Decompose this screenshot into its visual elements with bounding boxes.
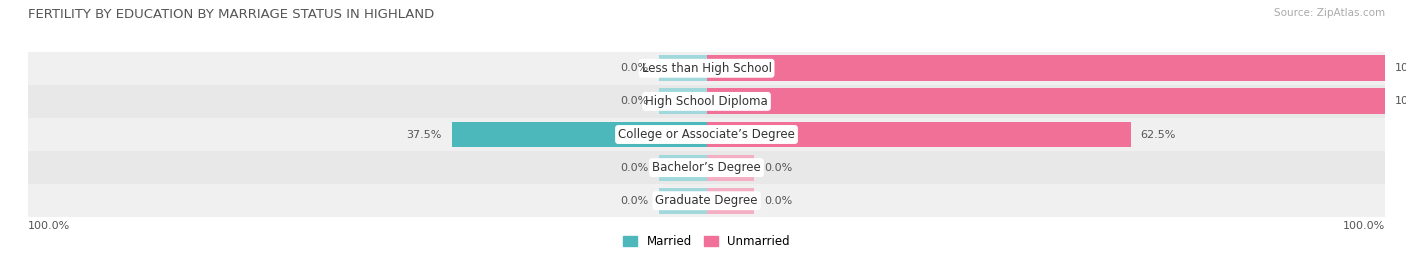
Bar [28,184,1385,217]
Bar [707,89,1385,114]
Text: 100.0%: 100.0% [1395,63,1406,73]
Bar [659,155,707,180]
Bar [659,55,707,81]
Text: Graduate Degree: Graduate Degree [655,194,758,207]
Text: 62.5%: 62.5% [1140,129,1175,140]
Text: 0.0%: 0.0% [765,162,793,173]
Text: 0.0%: 0.0% [620,63,648,73]
Text: Bachelor’s Degree: Bachelor’s Degree [652,161,761,174]
Text: 0.0%: 0.0% [620,196,648,206]
Bar [707,122,1130,147]
Text: FERTILITY BY EDUCATION BY MARRIAGE STATUS IN HIGHLAND: FERTILITY BY EDUCATION BY MARRIAGE STATU… [28,8,434,21]
Bar [28,52,1385,85]
Text: College or Associate’s Degree: College or Associate’s Degree [619,128,794,141]
Bar [659,188,707,214]
Bar [28,118,1385,151]
Text: High School Diploma: High School Diploma [645,95,768,108]
Bar [707,188,754,214]
Bar [707,55,1385,81]
Bar [707,155,754,180]
Text: 0.0%: 0.0% [620,162,648,173]
Text: Source: ZipAtlas.com: Source: ZipAtlas.com [1274,8,1385,18]
Legend: Married, Unmarried: Married, Unmarried [619,230,794,253]
Text: 0.0%: 0.0% [765,196,793,206]
Bar [28,151,1385,184]
Bar [453,122,707,147]
Bar [28,85,1385,118]
Text: 100.0%: 100.0% [28,221,70,231]
Text: 0.0%: 0.0% [620,96,648,107]
Bar [659,89,707,114]
Text: 100.0%: 100.0% [1343,221,1385,231]
Text: 37.5%: 37.5% [406,129,441,140]
Text: 100.0%: 100.0% [1395,96,1406,107]
Text: Less than High School: Less than High School [641,62,772,75]
